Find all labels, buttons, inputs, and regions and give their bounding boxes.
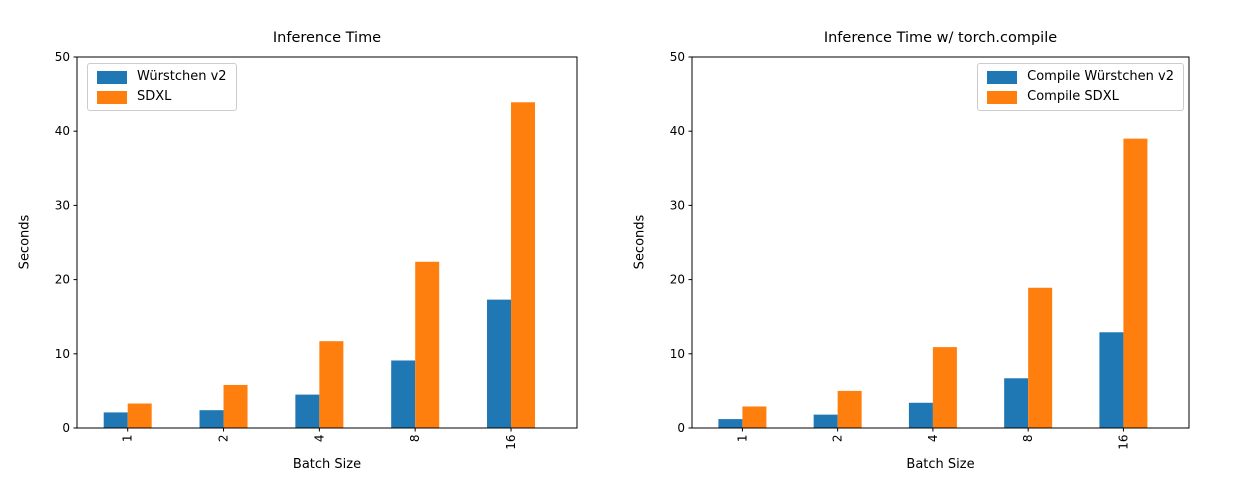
y-tick-label: 30 bbox=[55, 198, 70, 212]
bar bbox=[1123, 138, 1148, 428]
bar bbox=[511, 102, 536, 429]
bar bbox=[295, 394, 320, 428]
bar bbox=[199, 410, 224, 428]
plot-border bbox=[691, 56, 1190, 429]
bar bbox=[837, 390, 862, 428]
bar bbox=[391, 360, 416, 428]
x-tick-label: 8 bbox=[1021, 435, 1035, 443]
legend-right: Compile Würstchen v2 Compile SDXL bbox=[977, 63, 1184, 111]
legend-label-wurstchen: Würstchen v2 bbox=[137, 69, 227, 84]
bar bbox=[742, 406, 767, 428]
x-axis-label-left: Batch Size bbox=[292, 457, 362, 472]
legend-entry-compile-sdxl: Compile SDXL bbox=[987, 90, 1174, 104]
y-tick-label: 40 bbox=[55, 124, 70, 138]
bar bbox=[718, 419, 743, 428]
bar bbox=[415, 261, 440, 428]
bar bbox=[223, 384, 248, 428]
x-tick-label: 8 bbox=[408, 435, 422, 443]
chart-title-left: Inference Time bbox=[272, 30, 382, 46]
bar bbox=[103, 412, 128, 428]
x-tick-label: 16 bbox=[1116, 435, 1130, 450]
y-axis-label-right: Seconds bbox=[632, 214, 648, 270]
bar bbox=[1004, 378, 1029, 428]
compile-wurstchen-swatch-icon bbox=[987, 70, 1018, 84]
bar bbox=[1099, 332, 1124, 428]
legend-label-sdxl: SDXL bbox=[137, 89, 172, 104]
y-tick-label: 50 bbox=[670, 50, 685, 64]
bar bbox=[908, 402, 933, 428]
legend-label-compile-wurstchen: Compile Würstchen v2 bbox=[1027, 69, 1174, 84]
y-tick-label: 10 bbox=[55, 347, 70, 361]
x-tick-label: 2 bbox=[217, 435, 231, 443]
y-tick-label: 50 bbox=[55, 50, 70, 64]
y-tick-label: 0 bbox=[62, 421, 70, 435]
y-tick-label: 10 bbox=[670, 347, 685, 361]
x-tick-label: 1 bbox=[735, 435, 749, 443]
bar bbox=[813, 414, 838, 428]
legend-label-compile-sdxl: Compile SDXL bbox=[1027, 89, 1119, 104]
legend-left: Würstchen v2 SDXL bbox=[87, 63, 237, 111]
x-tick-label: 2 bbox=[831, 435, 845, 443]
bar bbox=[127, 403, 152, 428]
bar bbox=[932, 347, 957, 428]
y-tick-label: 20 bbox=[670, 273, 685, 287]
chart-title-right: Inference Time w/ torch.compile bbox=[823, 30, 1058, 46]
x-tick-label: 16 bbox=[504, 435, 518, 450]
x-tick-label: 1 bbox=[121, 435, 135, 443]
bar bbox=[487, 299, 512, 428]
plot-border bbox=[76, 56, 578, 429]
x-tick-label: 4 bbox=[926, 435, 940, 443]
y-tick-label: 20 bbox=[55, 273, 70, 287]
y-tick-label: 40 bbox=[670, 124, 685, 138]
y-tick-label: 30 bbox=[670, 198, 685, 212]
bar bbox=[1028, 287, 1053, 428]
legend-entry-compile-wurstchen: Compile Würstchen v2 bbox=[987, 70, 1174, 84]
x-tick-label: 4 bbox=[312, 435, 326, 443]
compile-sdxl-swatch-icon bbox=[987, 90, 1018, 104]
legend-entry-wurstchen: Würstchen v2 bbox=[97, 70, 227, 84]
x-axis-label-right: Batch Size bbox=[906, 457, 975, 472]
y-tick-label: 0 bbox=[677, 421, 685, 435]
sdxl-swatch-icon bbox=[97, 90, 127, 104]
legend-entry-sdxl: SDXL bbox=[97, 90, 227, 104]
wurstchen-swatch-icon bbox=[97, 70, 127, 84]
bar bbox=[319, 341, 344, 428]
